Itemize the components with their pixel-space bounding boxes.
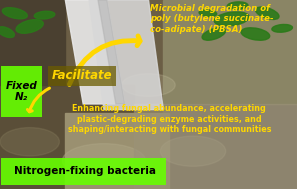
FancyBboxPatch shape: [1, 66, 42, 117]
Ellipse shape: [62, 144, 146, 178]
Ellipse shape: [199, 10, 217, 17]
Text: Microbial degradation of
poly (butylene succinate-
co-adipate) (PBSA): Microbial degradation of poly (butylene …: [150, 4, 274, 34]
Text: Facilitate: Facilitate: [51, 69, 112, 82]
FancyBboxPatch shape: [1, 158, 166, 185]
Polygon shape: [89, 0, 163, 110]
Ellipse shape: [0, 128, 59, 156]
Polygon shape: [65, 0, 125, 104]
Ellipse shape: [272, 24, 293, 32]
Ellipse shape: [202, 28, 226, 40]
Polygon shape: [98, 0, 125, 104]
Ellipse shape: [122, 74, 175, 96]
Text: Fixed
N₂: Fixed N₂: [6, 81, 37, 102]
Bar: [163, 0, 297, 104]
Ellipse shape: [0, 27, 15, 38]
Ellipse shape: [255, 7, 279, 19]
Text: Nitrogen-fixing bacteria: Nitrogen-fixing bacteria: [14, 166, 156, 176]
Ellipse shape: [16, 20, 43, 33]
Ellipse shape: [34, 11, 55, 19]
Ellipse shape: [241, 28, 270, 40]
Bar: [163, 104, 297, 189]
Bar: [0, 0, 65, 85]
Text: Enhancing fungal abundance, accelerating
plastic-degrading enzyme activities, an: Enhancing fungal abundance, accelerating…: [67, 104, 271, 134]
Ellipse shape: [160, 136, 226, 166]
Bar: [0, 85, 134, 189]
Ellipse shape: [227, 2, 248, 9]
Ellipse shape: [214, 12, 249, 26]
Bar: [65, 113, 169, 189]
Bar: [134, 104, 297, 189]
Ellipse shape: [2, 8, 27, 19]
